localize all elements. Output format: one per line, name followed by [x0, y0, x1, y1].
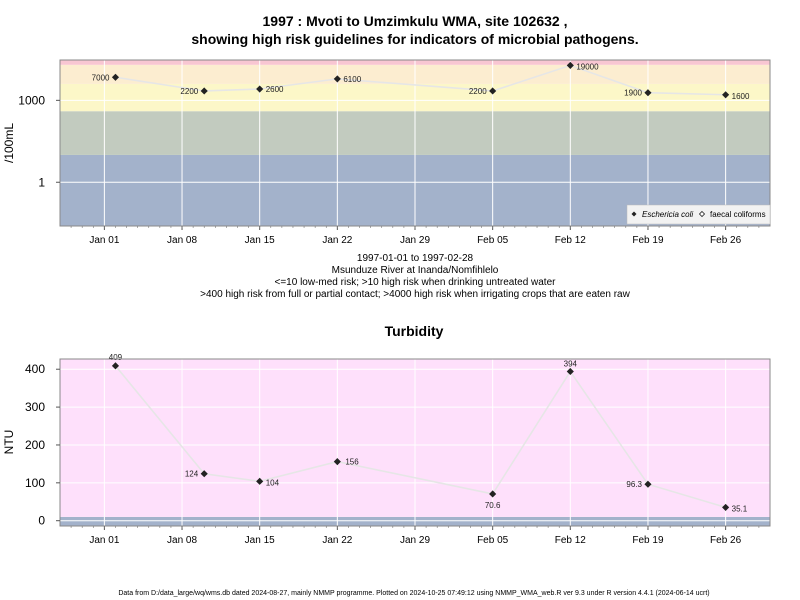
data-point-8 — [722, 91, 730, 99]
chart1-title-line2: showing high risk guidelines for indicat… — [191, 31, 638, 47]
data-point-1 — [111, 73, 120, 81]
chart1-y-axis: 1 1000 — [18, 93, 60, 189]
data-label-5: 2200 — [469, 87, 487, 96]
data-point-2 — [200, 87, 208, 95]
data-point-5 — [489, 87, 497, 95]
x-tick-label-9: Feb 26 — [710, 535, 742, 546]
chart1-y-axis-label: /100mL — [2, 123, 16, 163]
chart2-y-axis: 0 100 200 300 400 — [25, 362, 60, 528]
data-label-4: 6100 — [343, 75, 361, 84]
chart2-title: Turbidity — [385, 323, 444, 339]
chart1-legend: Eschericia coli faecal coliforms — [626, 204, 771, 225]
y-tick-label-3: 200 — [25, 438, 45, 452]
x-tick-label-2: Jan 08 — [167, 235, 197, 246]
data-point-7 — [644, 89, 652, 97]
chart2-x-axis: Jan 01 Jan 08 Jan 15 Jan 22 Jan 29 Feb 05 Feb … — [70, 526, 760, 546]
data-label-7: 1900 — [624, 89, 642, 98]
x-tick-label-3: Jan 15 — [245, 535, 275, 546]
x-tick-label-2: Jan 08 — [167, 535, 197, 546]
data-label-7: 96.3 — [626, 480, 642, 489]
data-point-2 — [200, 470, 208, 478]
data-label-8: 1600 — [732, 92, 750, 101]
x-tick-label-4: Jan 22 — [322, 535, 352, 546]
chart1-x-label-line2: Msunduze River at Inanda/Nomfihlelo — [332, 265, 499, 276]
y-tick-label-2: 100 — [25, 476, 45, 490]
chart1-legend-label-1: Eschericia coli — [642, 210, 693, 219]
data-label-4: 156 — [345, 458, 359, 467]
x-tick-label-7: Feb 12 — [555, 535, 587, 546]
chart2-points — [111, 362, 730, 511]
legend-filled-diamond-icon — [631, 211, 637, 217]
data-point-7 — [644, 480, 652, 488]
data-point-6 — [566, 61, 574, 69]
footer-note: Data from D:/data_large/wq/wms.db dated … — [118, 590, 709, 597]
series-line — [115, 64, 726, 96]
data-label-2: 124 — [185, 470, 199, 479]
y-tick-label-4: 300 — [25, 400, 45, 414]
data-label-8: 35.1 — [732, 504, 748, 513]
data-point-4 — [333, 75, 341, 83]
x-tick-label-3: Jan 15 — [245, 235, 275, 246]
chart1-series-lines — [115, 64, 726, 96]
x-tick-label-4: Jan 22 — [322, 235, 352, 246]
data-point-1 — [111, 362, 120, 370]
chart2-data-labels: 409 124 104 156 70.6 394 96.3 35.1 — [109, 353, 748, 514]
data-point-8 — [722, 503, 730, 511]
chart2-series-lines — [114, 365, 726, 509]
data-point-3 — [256, 477, 264, 485]
data-label-6: 19000 — [576, 62, 599, 71]
chart2-gridlines — [60, 359, 770, 526]
chart1-x-axis: Jan 01 Jan 08 Jan 15 Jan 22 Jan 29 Feb 05 Feb … — [70, 226, 760, 246]
x-tick-label-7: Feb 12 — [555, 235, 587, 246]
chart1-title-line1: 1997 : Mvoti to Umzimkulu WMA, site 1026… — [263, 13, 568, 29]
data-label-1: 409 — [109, 353, 123, 362]
x-tick-label-6: Feb 05 — [477, 235, 509, 246]
x-tick-label-6: Feb 05 — [477, 535, 509, 546]
data-label-3: 104 — [266, 478, 280, 487]
data-point-3 — [256, 85, 264, 93]
chart1-x-label-line4: >400 high risk from full or partial cont… — [200, 289, 630, 300]
x-tick-label-1: Jan 01 — [89, 535, 119, 546]
y-tick-label-1: 0 — [38, 514, 45, 528]
data-label-6: 394 — [564, 359, 578, 368]
x-tick-label-8: Feb 19 — [632, 235, 664, 246]
chart1-legend-label-2: faecal coliforms — [710, 210, 766, 219]
x-tick-label-9: Feb 26 — [710, 235, 742, 246]
legend-open-diamond-icon — [698, 210, 706, 218]
x-tick-label-5: Jan 29 — [400, 535, 430, 546]
x-tick-label-1: Jan 01 — [89, 235, 119, 246]
data-point-5 — [489, 490, 497, 498]
data-label-5: 70.6 — [485, 501, 501, 510]
data-label-3: 2600 — [266, 85, 284, 94]
chart1-data-labels: 7000 2200 2600 6100 2200 19000 1900 1600 — [92, 62, 750, 100]
data-label-1: 7000 — [92, 73, 110, 82]
chart1-points — [111, 61, 730, 99]
chart2-y-axis-label: NTU — [2, 430, 16, 455]
data-point-6 — [566, 367, 574, 376]
chart1-legend-box — [626, 204, 771, 225]
y-tick-label-2: 1000 — [18, 93, 45, 107]
chart1-gridlines — [60, 60, 770, 226]
series-line — [114, 365, 726, 509]
x-tick-label-8: Feb 19 — [632, 535, 664, 546]
chart1-x-label-line1: 1997-01-01 to 1997-02-28 — [357, 253, 474, 264]
data-label-2: 2200 — [180, 87, 198, 96]
chart1-x-label-line3: <=10 low-med risk; >10 high risk when dr… — [275, 277, 557, 288]
y-tick-label-5: 400 — [25, 362, 45, 376]
x-tick-label-5: Jan 29 — [400, 235, 430, 246]
y-tick-label-1: 1 — [38, 175, 45, 189]
data-point-4 — [333, 458, 341, 466]
